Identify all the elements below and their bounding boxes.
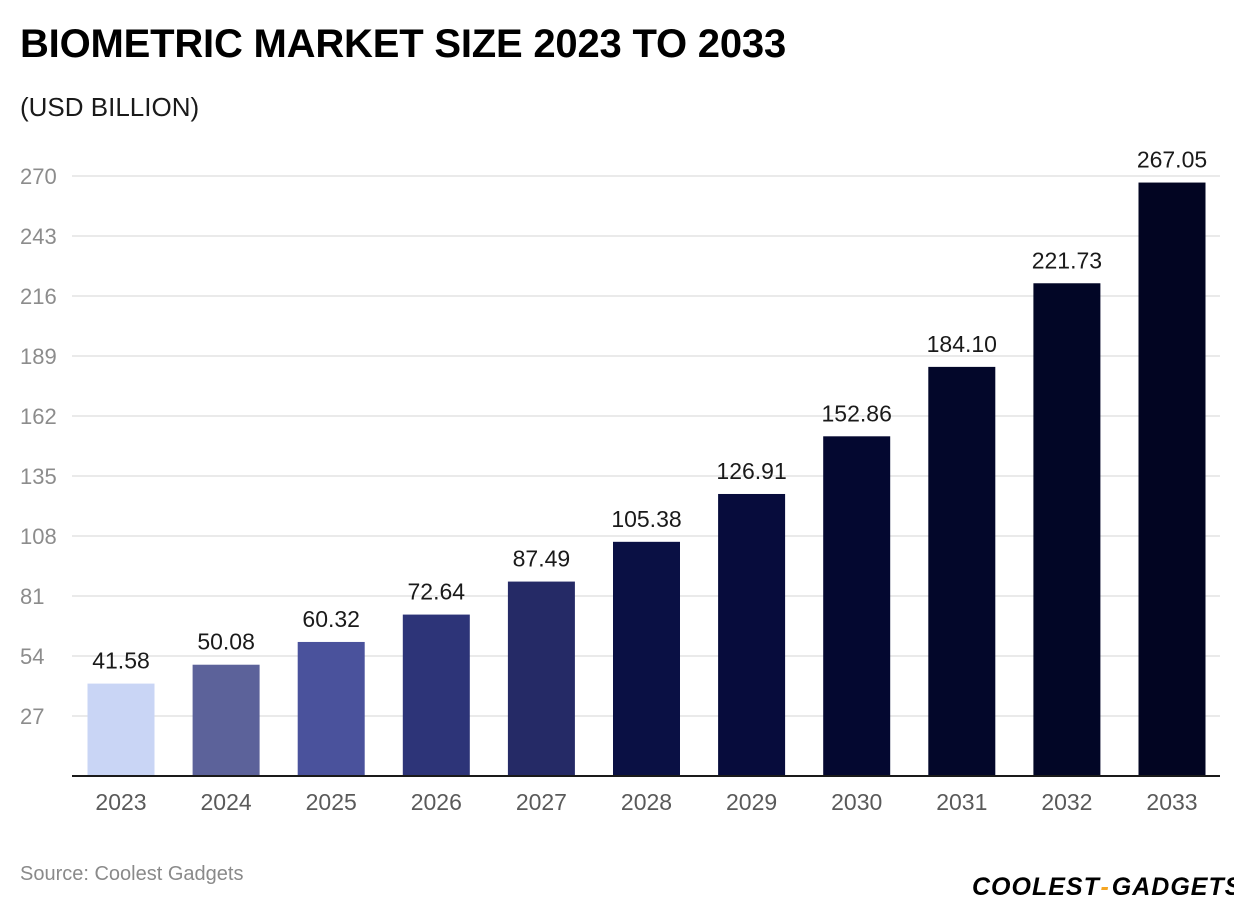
- value-label-2027: 87.49: [513, 546, 571, 572]
- bar-2029: [718, 493, 786, 776]
- y-tick-label: 108: [20, 524, 57, 549]
- y-tick-label: 216: [20, 284, 57, 309]
- value-label-2031: 184.10: [927, 331, 997, 357]
- x-tick-label-2032: 2032: [1041, 789, 1092, 815]
- bar-2023: [87, 683, 155, 776]
- value-label-2025: 60.32: [302, 606, 360, 632]
- y-tick-label: 27: [20, 704, 44, 729]
- bar-2026: [402, 614, 470, 776]
- bar-2032: [1033, 283, 1101, 776]
- bar-2025: [297, 641, 365, 776]
- y-tick-label: 54: [20, 644, 44, 669]
- x-axis-labels: 2023 2024 2025 2026 2027 2028 2029 2030 2031 2032…: [95, 789, 1197, 815]
- value-label-2028: 105.38: [611, 506, 681, 532]
- coolest-gadgets-logo: COOLEST-GADGETS: [972, 873, 1234, 901]
- x-tick-label-2033: 2033: [1146, 789, 1197, 815]
- x-tick-label-2024: 2024: [201, 789, 252, 815]
- x-tick-label-2025: 2025: [306, 789, 357, 815]
- bar-2024: [192, 664, 260, 776]
- y-axis-ticks: 27 54 81 108 135 162 189 216 243 270: [20, 164, 57, 729]
- value-label-2026: 72.64: [408, 579, 466, 605]
- bars: [87, 182, 1206, 777]
- svg-text:COOLEST-GADGETS: COOLEST-GADGETS: [972, 873, 1234, 901]
- chart-subtitle: (USD BILLION): [20, 92, 200, 122]
- value-label-2024: 50.08: [197, 629, 255, 655]
- bar-2033: [1138, 182, 1206, 777]
- x-tick-label-2028: 2028: [621, 789, 672, 815]
- value-label-2030: 152.86: [822, 400, 892, 426]
- y-tick-label: 243: [20, 224, 57, 249]
- y-tick-label: 81: [20, 584, 44, 609]
- bar-2027: [507, 581, 575, 776]
- logo-dash: -: [1100, 873, 1109, 901]
- value-label-2033: 267.05: [1137, 147, 1207, 173]
- y-tick-label: 270: [20, 164, 57, 189]
- x-tick-label-2023: 2023: [95, 789, 146, 815]
- value-label-2023: 41.58: [92, 648, 150, 674]
- bar-2028: [613, 541, 680, 776]
- x-tick-label-2027: 2027: [516, 789, 567, 815]
- y-tick-label: 135: [20, 464, 57, 489]
- y-tick-label: 189: [20, 344, 57, 369]
- source-note: Source: Coolest Gadgets: [20, 863, 244, 885]
- logo-left: COOLEST: [972, 873, 1102, 901]
- x-tick-label-2031: 2031: [936, 789, 987, 815]
- x-tick-label-2026: 2026: [411, 789, 462, 815]
- value-label-2029: 126.91: [716, 458, 786, 484]
- logo-right: GADGETS: [1112, 873, 1234, 901]
- chart-title: BIOMETRIC MARKET SIZE 2023 TO 2033: [20, 22, 786, 66]
- bar-2030: [823, 436, 891, 776]
- x-tick-label-2029: 2029: [726, 789, 777, 815]
- value-label-2032: 221.73: [1032, 247, 1102, 273]
- value-labels: 41.58 50.08 60.32 72.64 87.49 105.38 126.91 152…: [92, 147, 1207, 674]
- y-tick-label: 162: [20, 404, 57, 429]
- bar-2031: [928, 366, 996, 776]
- x-tick-label-2030: 2030: [831, 789, 882, 815]
